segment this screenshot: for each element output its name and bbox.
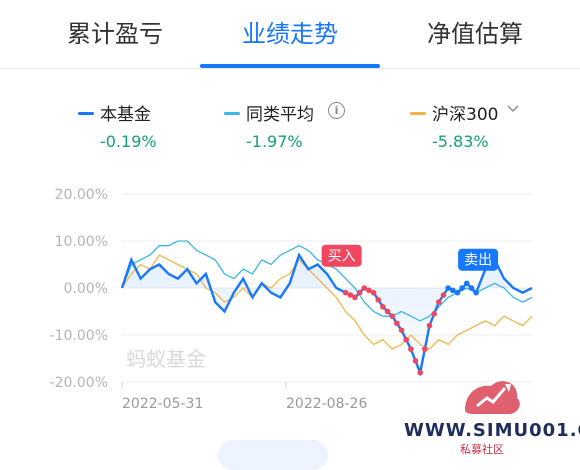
- chevron-down-icon[interactable]: [504, 100, 522, 118]
- holding-dot: [408, 346, 414, 352]
- holding-dot: [342, 289, 349, 296]
- holding-dot: [454, 289, 461, 296]
- legend-label: 本基金: [100, 105, 151, 125]
- y-tick-label: 20.00%: [55, 187, 108, 203]
- x-tick-label: 2022-08-26: [286, 396, 367, 412]
- holding-dot: [356, 289, 363, 296]
- sell-marker-label: 卖出: [464, 253, 492, 269]
- holding-dot: [370, 289, 377, 296]
- legend-label: 同类平均: [246, 105, 314, 125]
- holding-dot: [463, 280, 470, 287]
- y-tick-label: 0.00%: [64, 281, 108, 297]
- holding-dot: [468, 285, 475, 291]
- series-line-2: [121, 254, 533, 350]
- active-tab-indicator: [200, 64, 380, 68]
- holding-dot: [384, 308, 391, 315]
- holding-dot: [459, 285, 465, 291]
- holding-dot: [426, 322, 433, 329]
- legend-label: 沪深300: [432, 105, 499, 125]
- holding-dot: [440, 292, 447, 298]
- tab-performance-trend[interactable]: 业绩走势: [242, 20, 338, 48]
- holding-dot: [431, 311, 437, 317]
- tab-cumulative-pnl[interactable]: 累计盈亏: [67, 20, 163, 48]
- holding-dot: [412, 358, 419, 364]
- y-tick-label: 10.00%: [55, 234, 108, 250]
- y-tick-label: -20.00%: [50, 375, 108, 391]
- buy-marker-label: 买入: [328, 249, 356, 265]
- holding-dot: [398, 327, 405, 334]
- legend-swatch: [224, 112, 240, 115]
- legend-swatch: [78, 112, 94, 115]
- legend-value: -5.83%: [432, 132, 489, 151]
- tab-nav-estimate[interactable]: 净值估算: [427, 20, 523, 48]
- holding-dot: [394, 320, 400, 327]
- sell-marker[interactable]: 卖出: [458, 248, 499, 271]
- legend-value: -0.19%: [100, 132, 157, 151]
- holding-dot: [352, 294, 358, 301]
- legend-swatch: [410, 112, 426, 115]
- holding-dot: [375, 296, 382, 303]
- info-icon[interactable]: i: [328, 102, 345, 119]
- y-axis-ticks: 20.00% 10.00% 0.00% -10.00% -20.00%: [50, 187, 108, 391]
- holding-dot: [417, 369, 423, 376]
- site-watermark-sub: 私募社区: [460, 443, 504, 456]
- holding-dot: [361, 285, 368, 291]
- holding-dot: [449, 287, 456, 294]
- holding-dot: [473, 289, 479, 296]
- buy-marker[interactable]: 买入: [321, 244, 362, 267]
- x-axis-ticks: 2022-05-31 2022-08-26: [121, 382, 367, 412]
- site-watermark-text: WWW.SIMU001.CN: [404, 420, 580, 441]
- holding-dot: [445, 285, 451, 291]
- legend-value: -1.97%: [246, 132, 303, 151]
- holding-dot: [422, 346, 428, 352]
- holding-period-dots: [342, 280, 479, 376]
- chart-watermark: 蚂蚁基金: [126, 347, 206, 371]
- performance-chart: 20.00%10.00%0.00%-10.00%-20.00% 蚂蚁基金 买入 …: [50, 187, 533, 412]
- tab-bar: 累计盈亏 业绩走势 净值估算: [0, 0, 580, 69]
- holding-dot: [347, 292, 354, 298]
- x-tick-label: 2022-05-31: [122, 396, 203, 412]
- holding-dot: [389, 313, 396, 319]
- holding-dot: [366, 287, 372, 294]
- holding-dot: [380, 304, 386, 310]
- holding-dot: [403, 336, 410, 343]
- bottom-pill[interactable]: [218, 440, 328, 470]
- site-logo-icon: [465, 381, 520, 414]
- y-tick-label: -10.00%: [50, 328, 108, 344]
- holding-dot: [436, 299, 442, 305]
